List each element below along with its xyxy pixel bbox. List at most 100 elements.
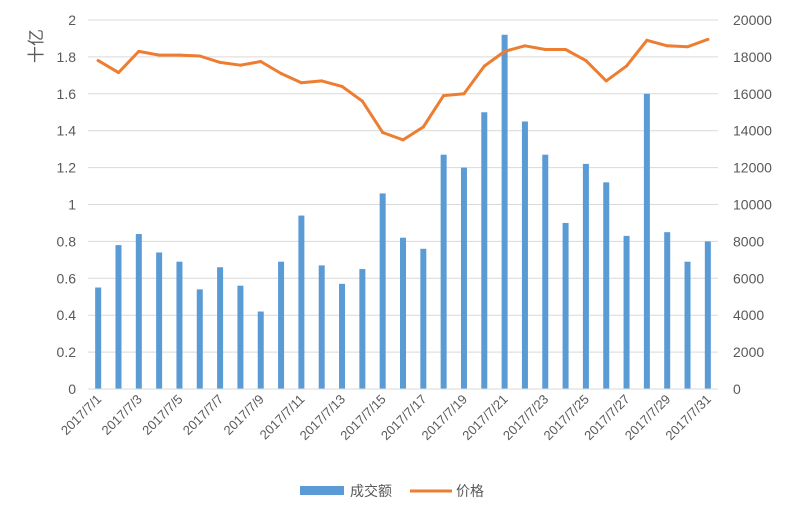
bar: [562, 222, 569, 389]
left-axis-unit-label: 十亿: [27, 29, 46, 63]
bar: [684, 261, 691, 389]
line-point: [564, 48, 568, 52]
left-tick-label: 1.8: [57, 49, 77, 65]
bar: [420, 248, 427, 389]
left-tick-label: 0: [68, 381, 76, 397]
line-point: [340, 84, 344, 88]
left-tick-label: 0.6: [57, 270, 77, 286]
line-point: [198, 54, 202, 58]
left-tick-label: 0.2: [57, 344, 77, 360]
bar: [237, 285, 244, 389]
bar: [217, 267, 224, 389]
bar: [196, 289, 203, 389]
bar: [379, 193, 386, 389]
line-point: [665, 44, 669, 48]
bar: [460, 167, 467, 389]
line-point: [584, 59, 588, 63]
x-tick-label: 2017/7/1: [58, 392, 104, 438]
bar: [115, 245, 122, 389]
line-point: [421, 125, 425, 129]
bar: [623, 235, 630, 389]
line-point: [462, 92, 466, 96]
left-y-axis: 0 0.2 0.4 0.6 0.8 1 1.2 1.4 1.6 1.8 2: [57, 12, 77, 397]
legend-label-bar: 成交额: [350, 483, 392, 499]
line-point: [259, 60, 263, 64]
bar: [582, 163, 589, 389]
line-point: [686, 45, 690, 49]
bar: [542, 154, 549, 389]
right-y-axis: 0 2000 4000 6000 8000 10000 12000 14000 16000 180…: [733, 12, 772, 397]
right-tick-label: 18000: [733, 49, 772, 65]
bar: [257, 311, 264, 389]
right-tick-label: 16000: [733, 86, 772, 102]
right-tick-label: 0: [733, 381, 741, 397]
bar: [298, 215, 305, 389]
bar: [481, 112, 488, 389]
legend: 成交额 价格: [300, 483, 484, 499]
right-tick-label: 10000: [733, 197, 772, 213]
line-point: [116, 71, 120, 75]
bar: [521, 121, 528, 389]
line-point: [299, 81, 303, 85]
line-point: [706, 37, 710, 41]
line-point: [218, 60, 222, 64]
legend-label-line: 价格: [456, 483, 484, 499]
price-line: [96, 37, 710, 142]
x-axis-labels: 2017/7/12017/7/32017/7/52017/7/72017/7/9…: [58, 392, 714, 444]
left-tick-label: 1.6: [57, 86, 77, 102]
line-point: [543, 48, 547, 52]
right-tick-label: 2000: [733, 344, 764, 360]
line-point: [604, 79, 608, 83]
line-point: [238, 63, 242, 67]
bar: [95, 287, 102, 389]
bar: [400, 237, 406, 389]
line-point: [96, 59, 100, 63]
bar: [664, 232, 671, 389]
bar: [339, 283, 346, 389]
right-tick-label: 4000: [733, 307, 764, 323]
line-point: [645, 38, 649, 42]
bar: [440, 154, 447, 389]
line-point: [177, 53, 181, 57]
line-point: [482, 64, 486, 68]
line-point: [503, 49, 507, 53]
right-tick-label: 20000: [733, 12, 772, 28]
left-tick-label: 1: [68, 197, 76, 213]
bar: [135, 234, 142, 389]
x-tick-label: 2017/7/5: [139, 392, 185, 438]
bar: [704, 241, 711, 389]
left-tick-label: 2: [68, 12, 76, 28]
line-point: [523, 44, 527, 48]
bar: [176, 261, 183, 389]
x-tick-label: 2017/7/7: [180, 392, 226, 438]
bar: [156, 252, 163, 389]
right-tick-label: 6000: [733, 270, 764, 286]
line-point: [320, 79, 324, 83]
line-point: [279, 72, 283, 76]
line-point: [442, 94, 446, 98]
right-tick-label: 12000: [733, 160, 772, 176]
x-tick-label: 2017/7/3: [99, 392, 145, 438]
line-point: [157, 53, 161, 57]
line-series: [96, 37, 710, 142]
line-point: [381, 131, 385, 135]
bar: [603, 182, 610, 389]
bar: [359, 269, 366, 389]
bar: [643, 93, 650, 390]
legend-swatch-bar: [300, 486, 344, 495]
gridlines: [88, 19, 718, 353]
left-tick-label: 0.4: [57, 307, 77, 323]
bar: [501, 34, 508, 389]
bar: [278, 261, 285, 389]
line-point: [401, 138, 405, 142]
bar: [318, 265, 325, 389]
left-tick-label: 1.4: [57, 123, 77, 139]
line-point: [625, 64, 629, 68]
right-tick-label: 14000: [733, 123, 772, 139]
right-tick-label: 8000: [733, 233, 764, 249]
line-point: [360, 99, 364, 103]
line-point: [137, 49, 141, 53]
bar-series: [95, 34, 711, 390]
left-tick-label: 0.8: [57, 233, 77, 249]
